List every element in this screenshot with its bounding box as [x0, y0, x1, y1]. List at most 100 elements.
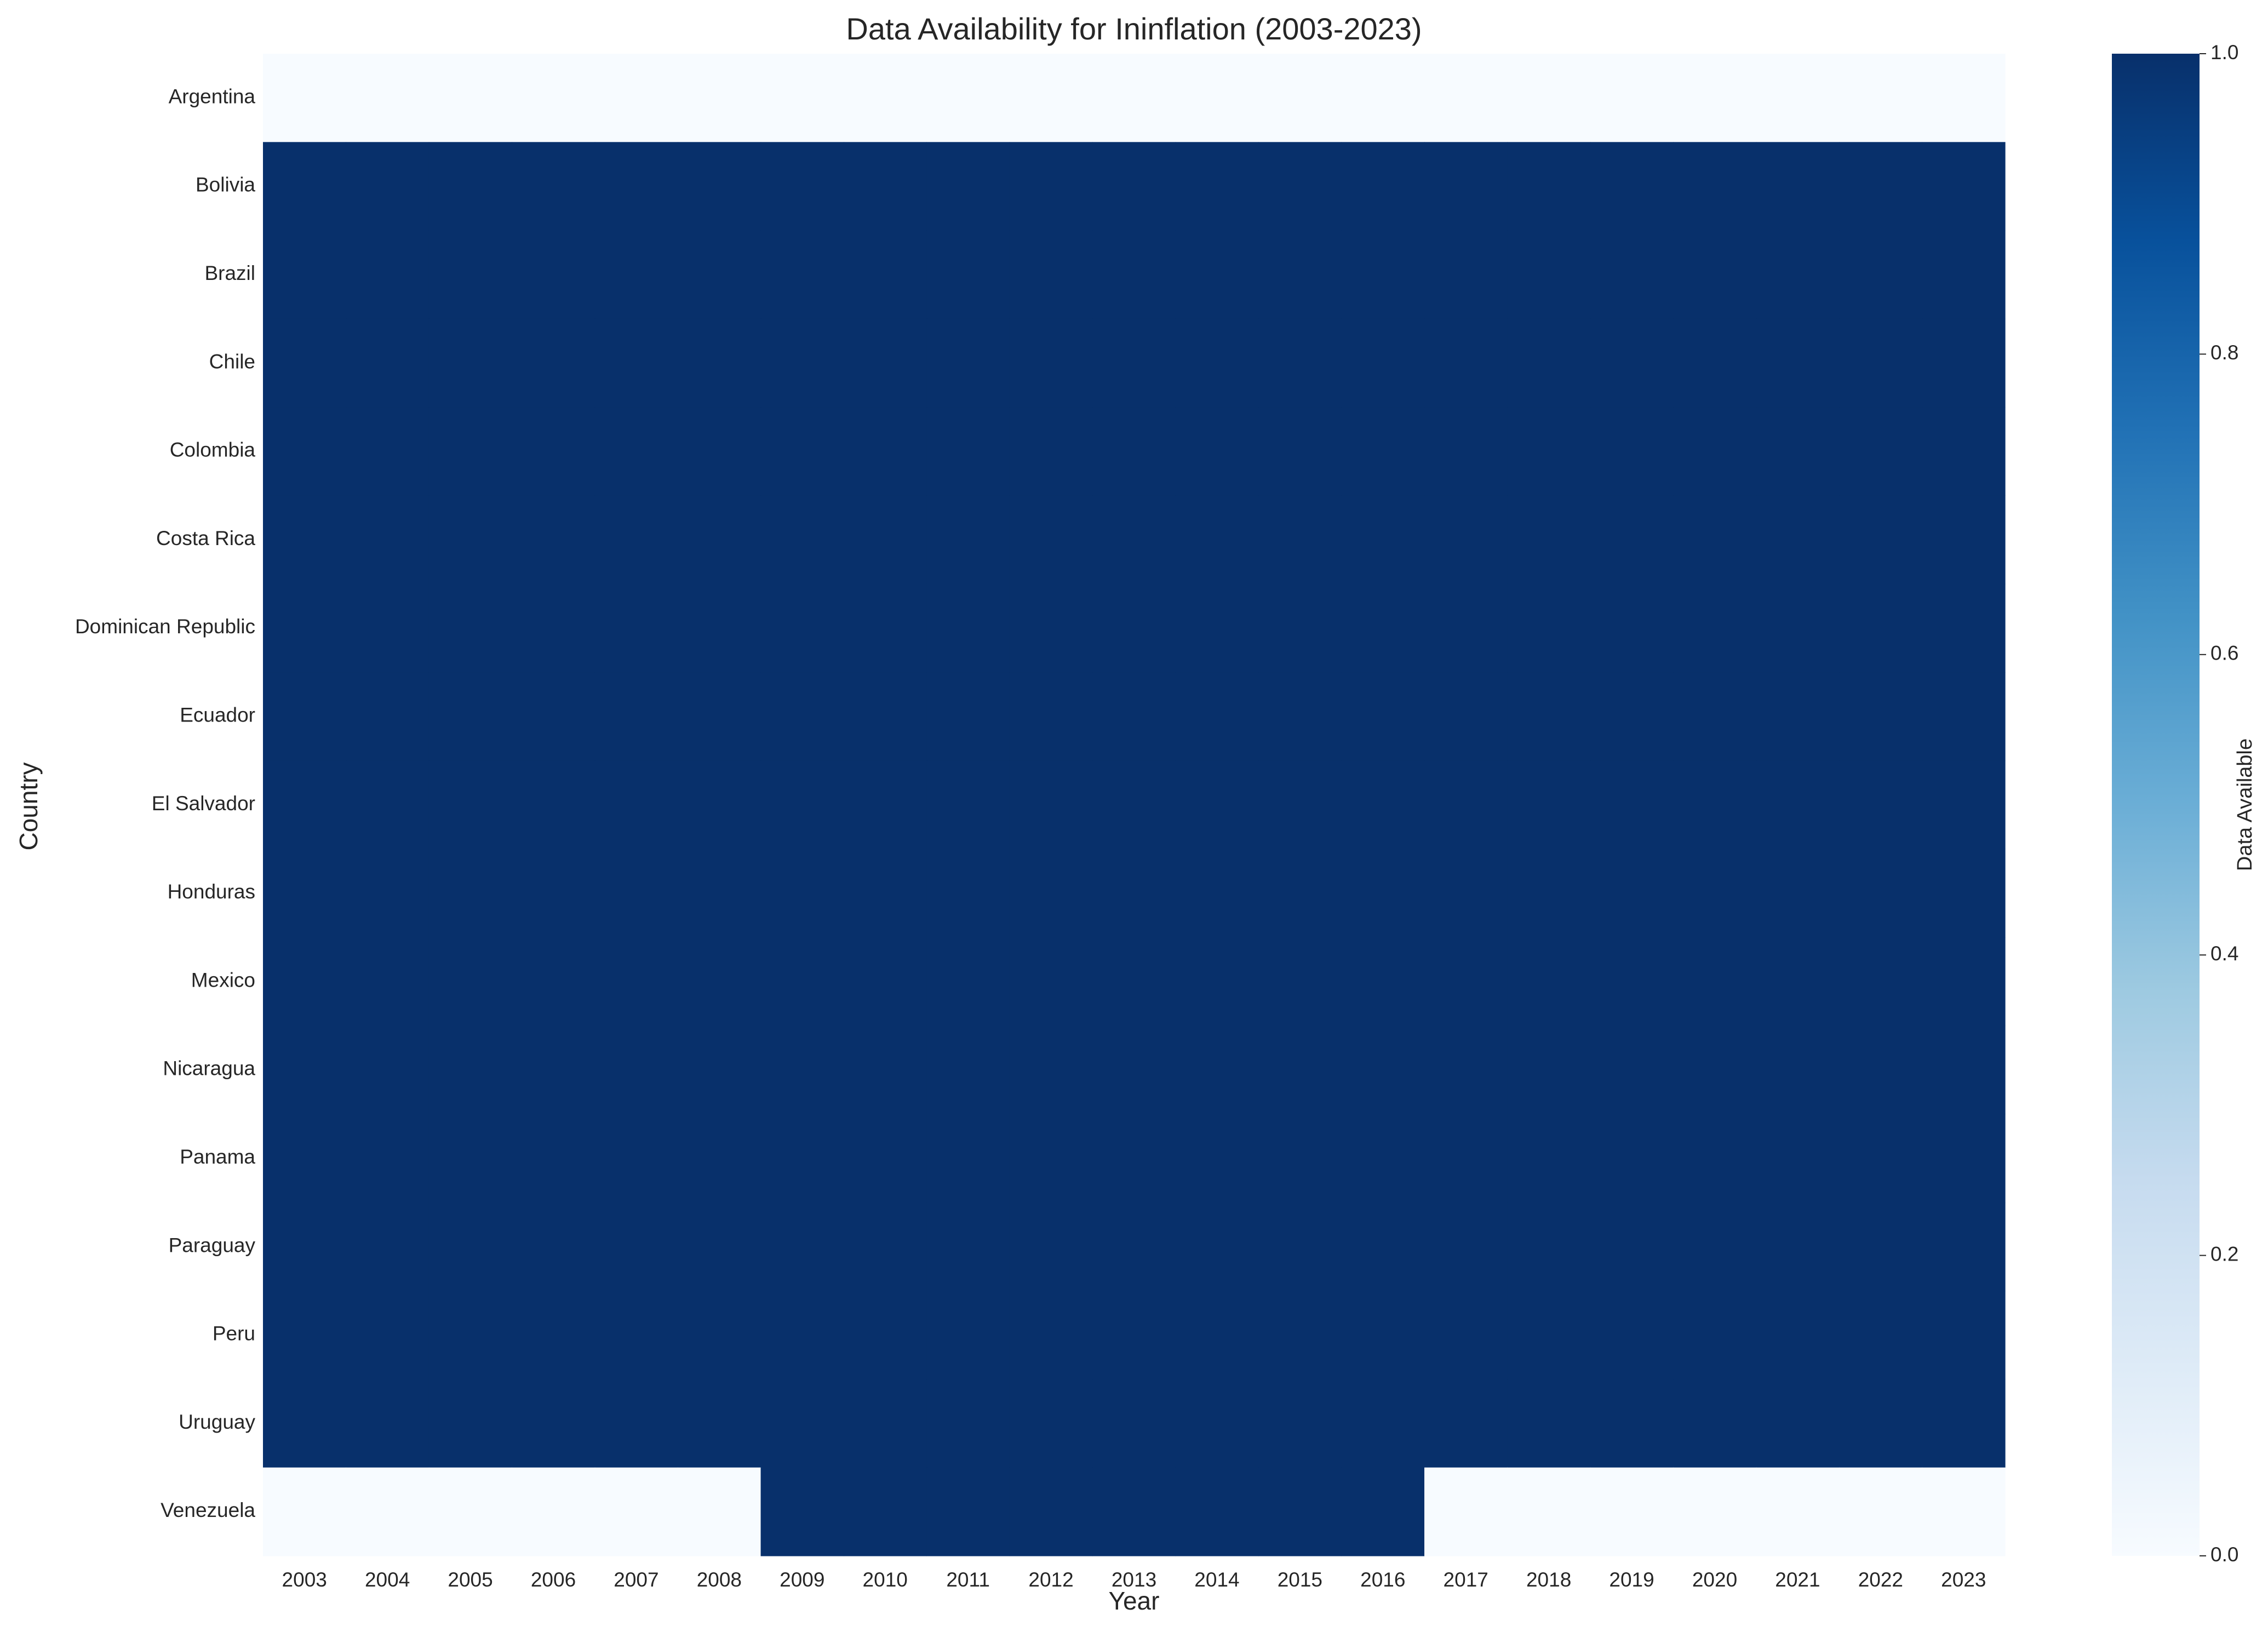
- heatmap-cell: [594, 583, 678, 673]
- heatmap-cell: [1341, 495, 1425, 585]
- heatmap-cell: [1756, 318, 1840, 408]
- y-tick-label: Nicaragua: [163, 1057, 255, 1080]
- heatmap-cell: [346, 1291, 429, 1380]
- heatmap-cell: [1507, 583, 1591, 673]
- heatmap-cell: [1341, 1291, 1425, 1380]
- heatmap-cell: [1258, 1379, 1342, 1468]
- heatmap-cell: [594, 760, 678, 850]
- x-tick-label: 2022: [1858, 1568, 1903, 1591]
- heatmap-cell: [1839, 142, 1923, 231]
- heatmap-cell: [263, 1026, 347, 1115]
- heatmap-cell: [926, 318, 1010, 408]
- heatmap-cell: [760, 1026, 844, 1115]
- heatmap-cell: [1258, 760, 1342, 850]
- heatmap-cell: [346, 407, 429, 496]
- heatmap-cell: [678, 760, 761, 850]
- y-tick-label: Argentina: [169, 85, 256, 107]
- heatmap-cell: [926, 230, 1010, 319]
- heatmap-cell: [1756, 672, 1840, 761]
- heatmap-cell: [1590, 1467, 1674, 1556]
- heatmap-cell: [760, 1291, 844, 1380]
- heatmap-cell: [346, 1202, 429, 1291]
- heatmap-cell: [1341, 1114, 1425, 1203]
- heatmap-cell: [428, 1291, 512, 1380]
- heatmap-cell: [926, 849, 1010, 938]
- heatmap-cell: [1175, 407, 1259, 496]
- heatmap-cell: [512, 1114, 595, 1203]
- heatmap-cell: [346, 318, 429, 408]
- heatmap-cell: [760, 318, 844, 408]
- heatmap-cell: [844, 849, 927, 938]
- heatmap-cell: [1092, 1202, 1176, 1291]
- heatmap-cell: [1258, 849, 1342, 938]
- heatmap-cell: [1258, 230, 1342, 319]
- heatmap-cell: [346, 760, 429, 850]
- heatmap-cell: [760, 54, 844, 142]
- heatmap-cell: [263, 230, 347, 319]
- heatmap-cell: [594, 1026, 678, 1115]
- heatmap-cell: [1341, 1026, 1425, 1115]
- heatmap-cell: [678, 1379, 761, 1468]
- heatmap-cell: [512, 937, 595, 1026]
- heatmap-cell: [346, 1379, 429, 1468]
- heatmap-cell: [1424, 1114, 1508, 1203]
- heatmap-cell: [263, 1202, 347, 1291]
- x-tick-label: 2014: [1194, 1568, 1239, 1591]
- colorbar-tick-label: 0.4: [2210, 942, 2238, 965]
- heatmap-cell: [1507, 230, 1591, 319]
- heatmap-cell: [678, 230, 761, 319]
- heatmap-cell: [594, 1379, 678, 1468]
- heatmap-cell: [1922, 318, 2006, 408]
- heatmap-cell: [1756, 1202, 1840, 1291]
- heatmap-cell: [678, 495, 761, 585]
- heatmap-cell: [678, 1026, 761, 1115]
- heatmap-cell: [678, 54, 761, 142]
- heatmap-cell: [346, 54, 429, 142]
- heatmap-cell: [1507, 142, 1591, 231]
- colorbar-tick-label: 0.6: [2210, 642, 2238, 665]
- heatmap-cell: [1673, 495, 1757, 585]
- heatmap-cell: [1839, 1026, 1923, 1115]
- heatmap-cell: [760, 407, 844, 496]
- heatmap-cell: [1673, 937, 1757, 1026]
- heatmap-cell: [760, 583, 844, 673]
- heatmap-cell: [1839, 407, 1923, 496]
- heatmap-cell: [926, 495, 1010, 585]
- heatmap-cell: [1175, 318, 1259, 408]
- heatmap-cell: [1507, 407, 1591, 496]
- heatmap-cell: [1756, 937, 1840, 1026]
- heatmap-cell: [1175, 937, 1259, 1026]
- heatmap-cell: [594, 142, 678, 231]
- heatmap-cell: [1839, 495, 1923, 585]
- heatmap-cell: [1673, 1467, 1757, 1556]
- heatmap-cell: [844, 230, 927, 319]
- heatmap-cell: [512, 230, 595, 319]
- heatmap-cell: [678, 407, 761, 496]
- heatmap-cell: [1258, 1026, 1342, 1115]
- heatmap-cell: [1258, 495, 1342, 585]
- heatmap-cell: [1175, 1467, 1259, 1556]
- heatmap-cell: [1756, 495, 1840, 585]
- heatmap-cell: [760, 1379, 844, 1468]
- heatmap-cell: [1507, 1467, 1591, 1556]
- heatmap-cell: [594, 407, 678, 496]
- heatmap-cell: [1507, 1026, 1591, 1115]
- heatmap-cell: [1092, 407, 1176, 496]
- x-tick-label: 2008: [697, 1568, 742, 1591]
- heatmap-cell: [926, 407, 1010, 496]
- heatmap-cell: [844, 495, 927, 585]
- heatmap-cell: [1092, 849, 1176, 938]
- heatmap-cell: [512, 1379, 595, 1468]
- heatmap-cell: [926, 1026, 1010, 1115]
- heatmap-cell: [678, 142, 761, 231]
- heatmap-cell: [1673, 1202, 1757, 1291]
- heatmap-cell: [1009, 1114, 1093, 1203]
- heatmap-cell: [263, 1114, 347, 1203]
- heatmap-cell: [1341, 54, 1425, 142]
- heatmap-cell: [428, 672, 512, 761]
- heatmap-cell: [594, 849, 678, 938]
- heatmap-cell: [512, 1026, 595, 1115]
- heatmap-cell: [1922, 672, 2006, 761]
- heatmap-cell: [1341, 760, 1425, 850]
- heatmap-cell: [1590, 1291, 1674, 1380]
